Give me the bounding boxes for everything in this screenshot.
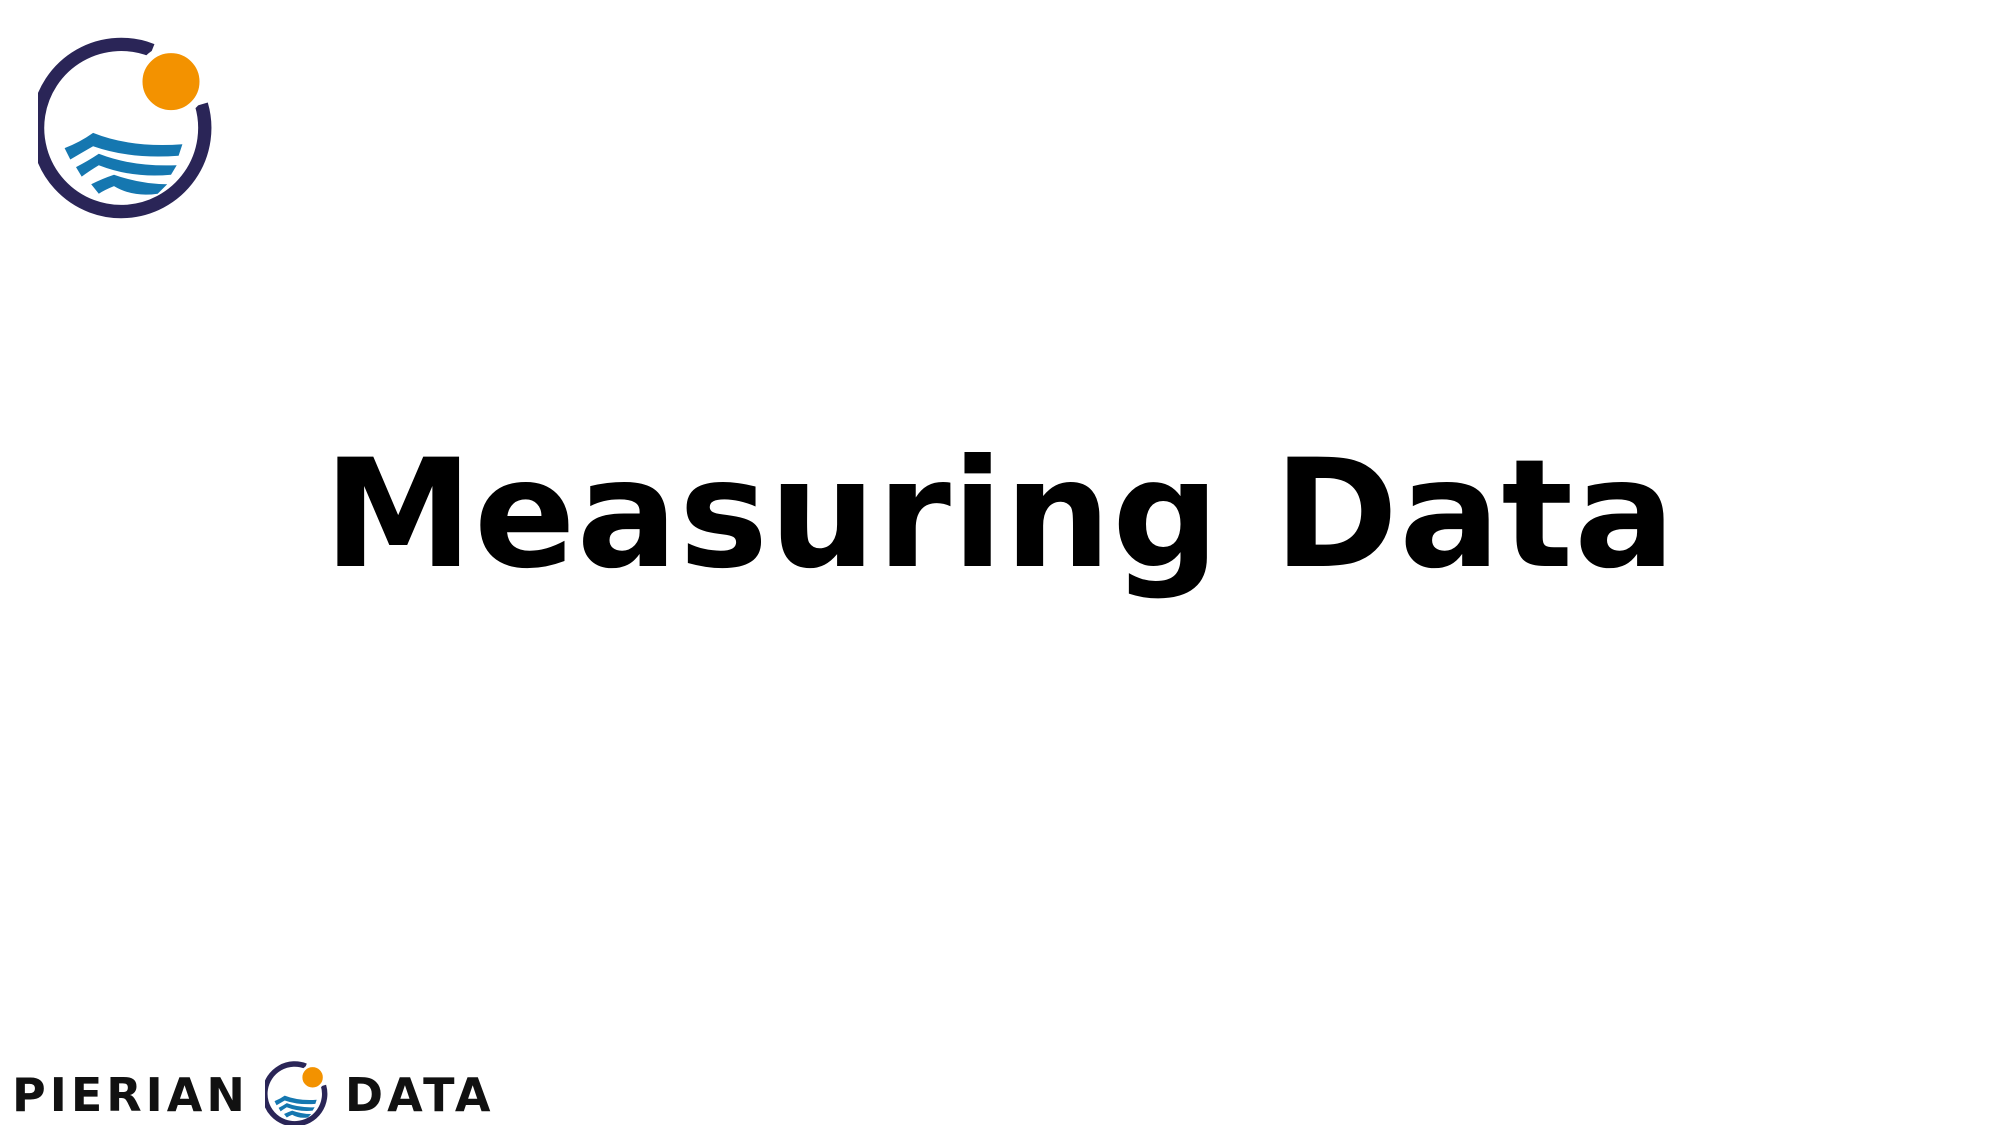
brand-name-right: DATA	[344, 1068, 495, 1122]
brand-footer: PIERIAN DATA	[12, 1060, 495, 1125]
pierian-data-logo-icon	[38, 37, 212, 219]
slide-title: Measuring Data	[323, 428, 1677, 602]
pierian-data-small-logo-icon	[264, 1061, 328, 1125]
brand-name-left: PIERIAN	[12, 1068, 249, 1122]
